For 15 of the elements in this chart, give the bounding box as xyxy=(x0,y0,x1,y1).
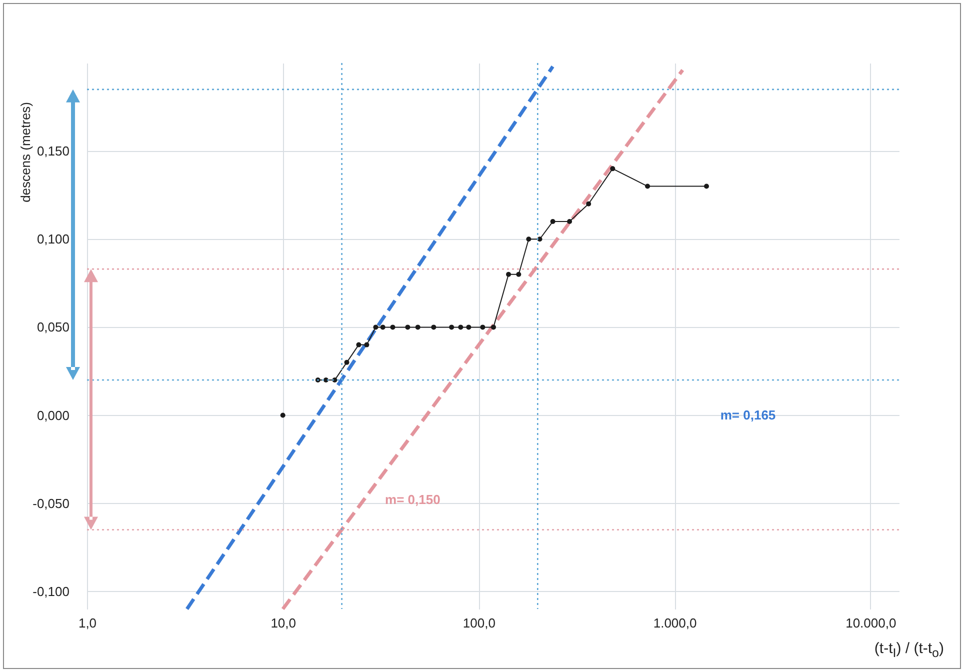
x-tick-label: 10.000,0 xyxy=(846,616,896,630)
x-tick-label: 1.000,0 xyxy=(653,616,697,630)
y-tick-label: -0,100 xyxy=(32,584,70,599)
y-tick-label: 0,150 xyxy=(36,144,70,159)
y-tick-label: -0,050 xyxy=(32,496,70,511)
annotation: m= 0,165 xyxy=(720,408,776,423)
x-tick-label: 10,0 xyxy=(270,616,296,630)
y-tick-label: 0,050 xyxy=(36,320,70,335)
y-tick-label: 0,000 xyxy=(36,408,70,423)
y-axis-title: descens (metres) xyxy=(18,102,33,202)
annotation: m= 0,150 xyxy=(385,492,440,507)
x-axis-title: (t-t$_{I}$) / (t-t$_{o}$) xyxy=(874,640,944,660)
x-tick-label: 100,0 xyxy=(462,616,496,630)
y-tick-label: 0,100 xyxy=(36,232,70,247)
x-tick-label: 1,0 xyxy=(78,616,97,630)
